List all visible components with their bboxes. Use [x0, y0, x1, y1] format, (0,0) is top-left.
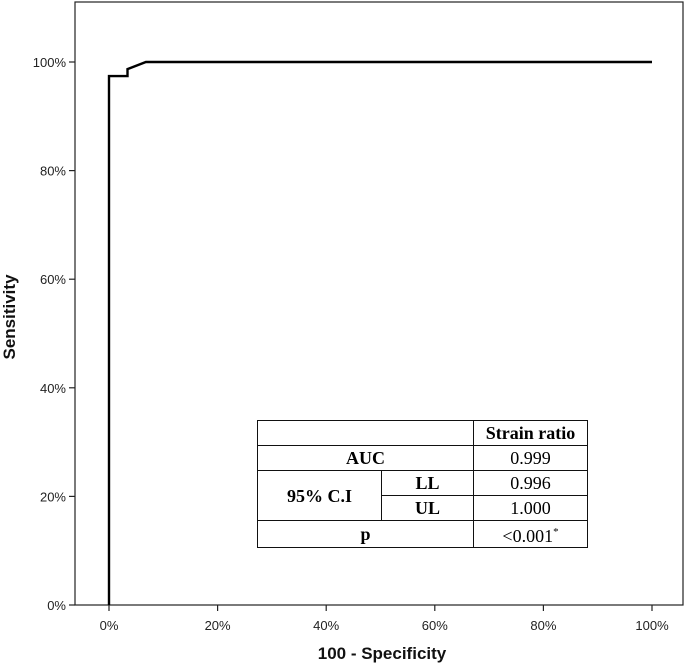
y-tick-label: 20% — [40, 489, 66, 504]
p-significance-mark: * — [553, 526, 559, 538]
auc-stats-table: Strain ratio AUC 0.999 95% C.I LL 0.996 … — [257, 420, 588, 548]
x-tick-label: 80% — [530, 618, 556, 633]
ul-row: UL 1.000 — [258, 495, 588, 521]
x-tick-label: 20% — [205, 618, 231, 633]
x-tick-label: 40% — [313, 618, 339, 633]
table-header-blank-cell — [257, 420, 474, 446]
p-row: p <0.001* — [257, 520, 588, 548]
ci-label: 95% C.I — [257, 470, 382, 521]
ll-label: LL — [381, 470, 474, 496]
y-tick-label: 0% — [47, 598, 66, 613]
table-header-row: Strain ratio — [257, 420, 588, 446]
ll-row: 95% C.I LL 0.996 — [257, 470, 588, 521]
auc-label: AUC — [257, 445, 474, 471]
x-tick-label: 60% — [422, 618, 448, 633]
x-tick-label: 100% — [635, 618, 669, 633]
auc-row: AUC 0.999 — [257, 445, 588, 471]
y-tick-label: 40% — [40, 381, 66, 396]
ul-value: 1.000 — [473, 495, 588, 521]
auc-value: 0.999 — [473, 445, 588, 471]
roc-curve-line — [107, 60, 652, 605]
x-axis-title: 100 - Specificity — [318, 644, 447, 663]
x-axis: 0% 20% 40% 60% 80% 100% — [100, 605, 669, 633]
y-tick-label: 80% — [40, 164, 66, 179]
ll-value: 0.996 — [473, 470, 588, 496]
strain-ratio-header: Strain ratio — [473, 420, 588, 446]
p-value-cell: <0.001* — [473, 520, 588, 548]
y-axis: 0% 20% 40% 60% 80% 100% — [33, 55, 75, 613]
p-label: p — [257, 520, 474, 548]
x-tick-label: 0% — [100, 618, 119, 633]
ul-label: UL — [381, 495, 474, 521]
p-value: <0.001 — [502, 526, 554, 546]
y-tick-label: 60% — [40, 272, 66, 287]
y-tick-label: 100% — [33, 55, 67, 70]
y-axis-title: Sensitivity — [0, 274, 19, 360]
